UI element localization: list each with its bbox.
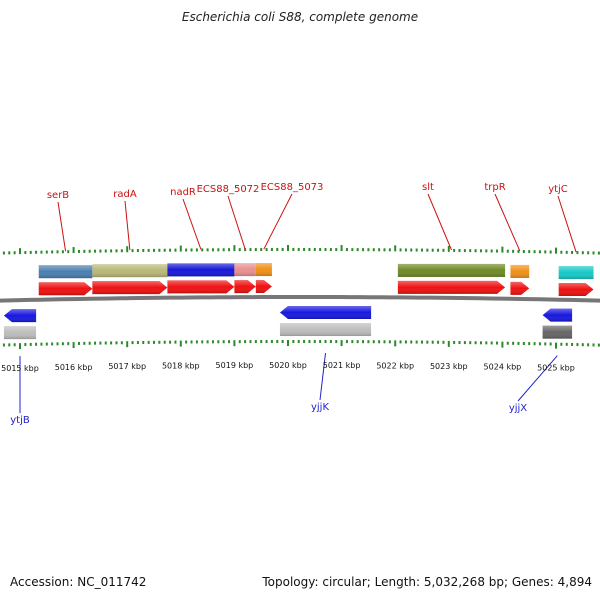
kbp-label: 5025 kbp — [537, 364, 575, 373]
genome-title: Escherichia coli S88, complete genome — [181, 10, 419, 24]
kbp-label: 5024 kbp — [484, 363, 522, 372]
forward-gene-shade — [510, 281, 530, 295]
feature-block-shade — [167, 263, 235, 277]
feature-block-shade — [234, 263, 256, 277]
feature-block-shade — [255, 263, 272, 277]
kbp-label: 5019 kbp — [216, 361, 254, 370]
forward-gene-shade — [397, 280, 506, 294]
forward-gene-shade — [558, 283, 594, 297]
gene-label-ECS88_5073: ECS88_5073 — [261, 182, 324, 193]
label-leader — [182, 198, 202, 250]
label-leader — [494, 193, 521, 252]
genome-backbone — [0, 295, 600, 303]
label-leader — [427, 193, 452, 251]
feature-block-shade — [38, 265, 93, 279]
forward-gene-shade — [167, 280, 235, 294]
gene-label-serB: serB — [47, 190, 69, 201]
gene-label-trpR: trpR — [484, 182, 505, 193]
gene-label-yjjX: yjjX — [509, 403, 527, 414]
genome-summary-text: Topology: circular; Length: 5,032,268 bp… — [262, 575, 592, 589]
gene-label-ytjC: ytjC — [548, 184, 568, 195]
forward-gene-shade — [38, 282, 93, 296]
kbp-label: 5023 kbp — [430, 362, 468, 371]
label-leader — [557, 195, 577, 253]
gene-label-nadR: nadR — [170, 187, 196, 198]
feature-block-shade — [279, 323, 372, 337]
backbone-arc — [0, 295, 600, 303]
reverse-gene-shade — [542, 308, 573, 322]
label-leader — [517, 355, 558, 402]
kbp-label: 5021 kbp — [323, 361, 361, 370]
feature-block-shade — [510, 264, 530, 278]
label-leader — [57, 201, 67, 252]
tick-ring-outer — [2, 245, 600, 255]
gene-label-yjjK: yjjK — [311, 402, 329, 413]
feature-block-shade — [542, 325, 573, 339]
accession-text: Accession: NC_011742 — [10, 575, 147, 589]
gene-label-ytjB: ytjB — [10, 415, 30, 426]
forward-gene-shade — [255, 280, 272, 294]
feature-block-shade — [558, 266, 594, 280]
kbp-label: 5017 kbp — [108, 362, 146, 371]
kbp-label: 5022 kbp — [376, 361, 414, 370]
label-leader — [227, 195, 246, 250]
label-leader — [319, 352, 327, 401]
gene-label-slt: slt — [422, 182, 434, 193]
gene-tracks — [3, 263, 594, 340]
reverse-gene-shade — [279, 306, 372, 320]
gene-label-radA: radA — [113, 189, 137, 200]
feature-block-shade — [397, 263, 506, 277]
kbp-label: 5018 kbp — [162, 362, 200, 371]
feature-block-shade — [3, 326, 37, 340]
kbp-label: 5016 kbp — [55, 363, 93, 372]
label-leader — [124, 200, 131, 251]
reverse-gene-shade — [3, 309, 37, 323]
forward-gene-shade — [92, 281, 168, 295]
tick-ring-inner — [2, 340, 600, 350]
kbp-label: 5020 kbp — [269, 361, 307, 370]
gene-labels: serB radA nadR ECS88_5072 ECS88_5073 slt trpR y… — [10, 182, 577, 426]
gene-label-ECS88_5072: ECS88_5072 — [197, 184, 260, 195]
forward-gene-shade — [234, 280, 256, 294]
kbp-label: 5015 kbp — [1, 364, 39, 373]
label-leader — [263, 193, 293, 250]
feature-block-shade — [92, 264, 168, 278]
kbp-scale: 5015 kbp 5016 kbp 5017 kbp 5018 kbp 5019 kbp… — [1, 361, 575, 373]
